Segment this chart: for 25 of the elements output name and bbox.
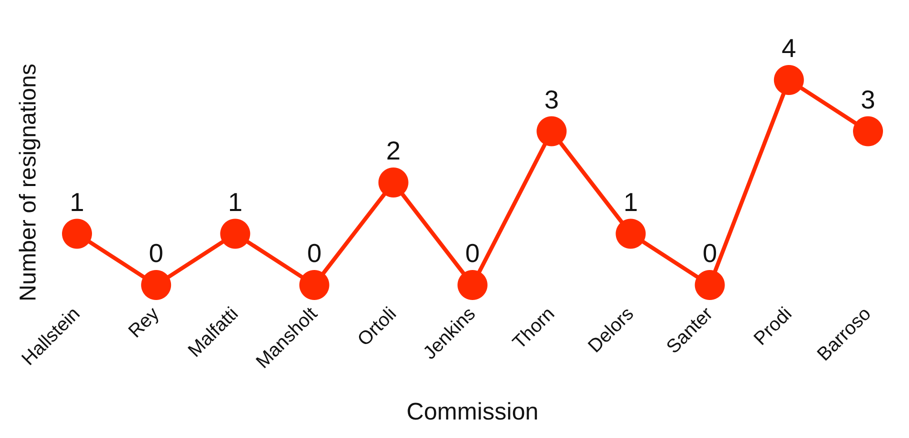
data-label: 4 <box>782 33 796 63</box>
data-label: 1 <box>623 186 638 217</box>
point <box>536 116 567 146</box>
x-axis-title: Commission <box>406 398 539 426</box>
point <box>774 65 804 95</box>
data-label: 3 <box>860 84 876 114</box>
y-axis-title: Number of resignations <box>14 64 40 302</box>
point <box>458 270 488 300</box>
point <box>220 218 250 249</box>
data-label: 1 <box>228 186 242 217</box>
point <box>378 168 408 198</box>
point <box>62 218 92 249</box>
point <box>853 116 883 146</box>
point <box>299 270 330 300</box>
point <box>141 270 172 300</box>
data-label: 0 <box>307 238 322 268</box>
data-label: 1 <box>70 186 84 217</box>
data-label: 0 <box>465 238 480 268</box>
data-label: 0 <box>148 238 164 268</box>
data-label: 3 <box>544 84 559 114</box>
point <box>616 218 646 249</box>
point <box>694 270 725 300</box>
data-label: 2 <box>386 136 401 166</box>
data-label: 0 <box>702 238 718 268</box>
x-tick-label: Rey <box>124 303 164 342</box>
